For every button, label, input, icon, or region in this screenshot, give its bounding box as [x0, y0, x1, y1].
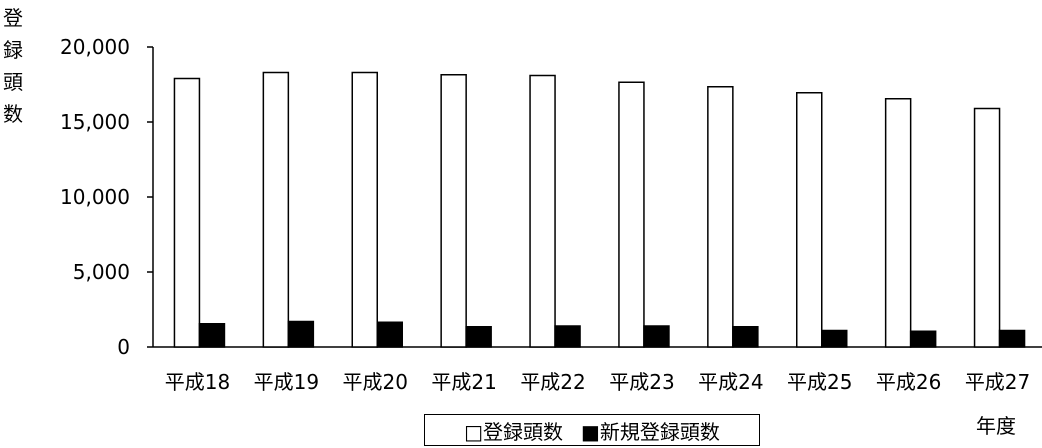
y-axis-label-char: 録	[3, 38, 23, 62]
bar-registered	[707, 86, 734, 348]
y-tick-label: 20,000	[60, 35, 130, 59]
y-tick-label: 0	[117, 335, 130, 359]
x-axis-label: 年度	[976, 414, 1016, 438]
bar-registered	[618, 81, 645, 348]
bar-new-registered	[998, 329, 1026, 348]
x-tick-label: 平成18	[165, 370, 230, 394]
x-tick-label: 平成27	[965, 370, 1030, 394]
y-axis-label-char: 頭	[3, 70, 23, 94]
bar-registered	[262, 71, 290, 348]
x-tick-label: 平成23	[609, 370, 674, 394]
legend: □登録頭数 ■新規登録頭数	[424, 414, 760, 446]
legend-entry-registered: □登録頭数	[464, 419, 563, 444]
bar-registered	[440, 74, 467, 348]
bar-registered	[351, 71, 378, 348]
bar-registered	[796, 92, 823, 348]
x-tick-label: 平成21	[431, 370, 496, 394]
legend-entry-new-registered: ■新規登録頭数	[581, 419, 720, 444]
bar-new-registered	[376, 321, 403, 348]
x-tick-label: 平成25	[787, 370, 852, 394]
legend-item-new-registered: ■新規登録頭数	[581, 416, 720, 445]
x-tick-label: 平成19	[254, 370, 319, 394]
bar-registered	[884, 98, 912, 348]
y-tick-label: 5,000	[73, 260, 130, 284]
bar-new-registered	[643, 325, 670, 348]
bar-new-registered	[821, 329, 848, 348]
y-axis-label-char: 登	[3, 6, 23, 30]
legend-item-registered: □登録頭数	[464, 416, 563, 445]
bar-new-registered	[554, 325, 581, 348]
x-tick-label: 平成24	[698, 370, 763, 394]
bar-new-registered	[909, 330, 937, 348]
bar-new-registered	[732, 326, 759, 348]
x-tick-label: 平成22	[520, 370, 585, 394]
bar-registered	[529, 74, 556, 348]
bar-registered	[173, 77, 201, 348]
y-axis-label-char: 数	[3, 102, 23, 126]
bar-new-registered	[465, 326, 492, 348]
x-tick-label: 平成20	[343, 370, 408, 394]
y-tick-label: 10,000	[60, 185, 130, 209]
bar-new-registered	[198, 323, 226, 348]
y-tick-label: 15,000	[60, 110, 130, 134]
bar-new-registered	[287, 320, 315, 348]
x-tick-label: 平成26	[876, 370, 941, 394]
bar-registered	[973, 107, 1001, 348]
